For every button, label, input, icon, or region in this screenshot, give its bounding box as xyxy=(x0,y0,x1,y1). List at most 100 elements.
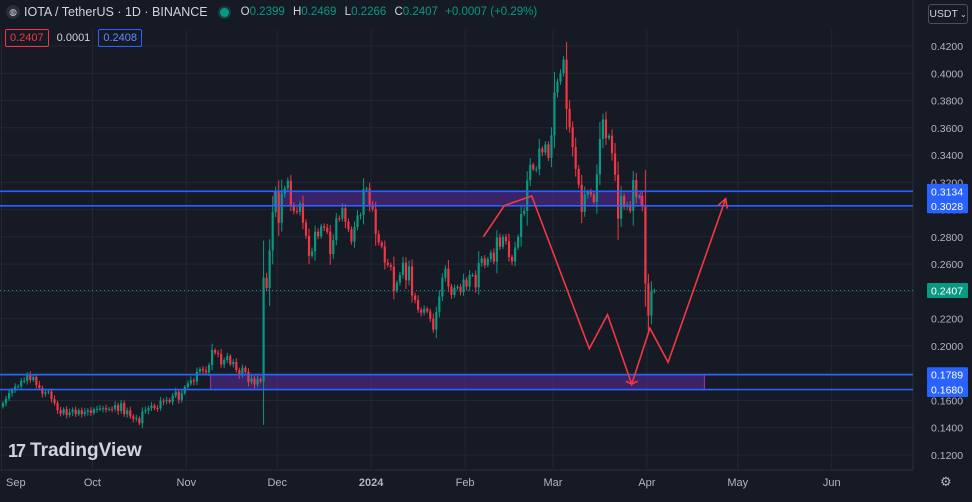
candle-body xyxy=(132,416,135,419)
candle-body xyxy=(4,398,8,404)
candle-body xyxy=(598,138,602,175)
candle-body xyxy=(292,205,295,211)
candle-body xyxy=(562,59,565,74)
x-tick-label: Mar xyxy=(543,477,562,489)
candle-body xyxy=(86,410,89,412)
candle-body xyxy=(571,127,574,148)
candle-body xyxy=(189,380,192,384)
tradingview-mark-icon: 17 xyxy=(8,440,26,461)
y-tick-label: 0.3800 xyxy=(931,96,963,108)
y-tick-label: 0.2800 xyxy=(931,232,963,244)
open-value: 0.2399 xyxy=(249,6,285,18)
candle-body xyxy=(335,218,338,241)
candle-body xyxy=(253,378,256,385)
candle-body xyxy=(613,153,617,175)
candle-body xyxy=(326,227,329,232)
y-tick-label: 0.1200 xyxy=(931,450,963,462)
candle-body xyxy=(453,287,456,295)
gear-icon[interactable]: ⚙ xyxy=(940,474,952,489)
candle-body xyxy=(217,352,220,354)
currency-dropdown[interactable]: USDT ⌄ xyxy=(928,4,968,24)
candle-body xyxy=(444,268,447,278)
x-tick-label: Sep xyxy=(6,477,26,489)
candle-body xyxy=(480,258,483,263)
candle-body xyxy=(310,251,314,256)
candle-body xyxy=(356,215,359,227)
symbol-title[interactable]: IOTA / TetherUS · 1D · BINANCE xyxy=(24,5,208,19)
buy-price-button[interactable]: 0.2408 xyxy=(98,29,142,47)
sell-price-button[interactable]: 0.2407 xyxy=(5,29,49,47)
candle-body xyxy=(186,383,189,387)
last-price-label: 0.2407 xyxy=(931,285,963,297)
candle-body xyxy=(101,408,105,410)
candle-body xyxy=(495,237,498,262)
candle-body xyxy=(198,368,202,372)
candle-body xyxy=(632,180,635,211)
y-tick-label: 0.3600 xyxy=(931,123,963,135)
candle-body xyxy=(498,237,502,247)
candle-body xyxy=(210,350,214,366)
candle-body xyxy=(468,275,471,287)
candle-body xyxy=(23,380,26,382)
candle-body xyxy=(20,380,23,387)
candle-body xyxy=(241,367,244,375)
candle-body xyxy=(383,246,386,263)
candle-body xyxy=(165,399,168,402)
candle-body xyxy=(650,291,653,316)
chevron-down-icon: ⌄ xyxy=(959,9,967,19)
y-tick-label: 0.4200 xyxy=(931,41,963,53)
candle-body xyxy=(107,408,111,410)
candle-body xyxy=(489,252,492,259)
high-value: 0.2469 xyxy=(301,6,337,18)
trade-bar: 0.2407 0.0001 0.2408 xyxy=(5,29,142,47)
candle-body xyxy=(398,274,402,283)
trend-line xyxy=(482,205,506,238)
candle-body xyxy=(644,206,647,284)
candle-body xyxy=(429,311,432,319)
candle-body xyxy=(41,388,44,394)
candle-body xyxy=(438,296,441,312)
candle-body xyxy=(141,411,144,424)
candle-body xyxy=(517,236,520,248)
candle-body xyxy=(471,274,474,276)
candle-body xyxy=(450,286,453,295)
candle-body xyxy=(232,362,235,365)
close-label: C xyxy=(394,6,403,18)
candle-body xyxy=(550,135,553,158)
tradingview-logo: 17 TradingView xyxy=(8,440,142,462)
candle-body xyxy=(523,210,526,214)
candle-body xyxy=(595,174,598,203)
candle-body xyxy=(610,135,614,154)
candle-body xyxy=(83,411,86,415)
candle-body xyxy=(377,233,380,243)
candle-body xyxy=(365,188,368,190)
candle-body xyxy=(307,235,311,256)
candle-body xyxy=(168,399,171,402)
candle-body xyxy=(535,169,538,171)
candle-body xyxy=(565,59,568,109)
candle-body xyxy=(532,164,535,170)
candle-body xyxy=(265,277,268,288)
candle-body xyxy=(114,405,117,410)
candle-body xyxy=(35,376,38,385)
candle-body xyxy=(435,311,438,330)
candle-body xyxy=(459,286,462,293)
candle-body xyxy=(553,92,556,136)
candle-body xyxy=(262,277,265,382)
candle-body xyxy=(104,408,108,410)
market-status-icon xyxy=(219,7,229,17)
candle-body xyxy=(126,410,129,415)
projection-arrowhead xyxy=(717,197,729,209)
candle-body xyxy=(344,208,347,222)
candle-body xyxy=(50,391,53,400)
candle-body xyxy=(541,148,544,153)
candle-body xyxy=(256,379,259,385)
candle-body xyxy=(220,353,223,365)
candle-body xyxy=(474,274,477,288)
candle-body xyxy=(77,410,80,415)
projection-path xyxy=(504,194,727,387)
candle-body xyxy=(204,370,208,373)
candle-body xyxy=(635,180,638,198)
